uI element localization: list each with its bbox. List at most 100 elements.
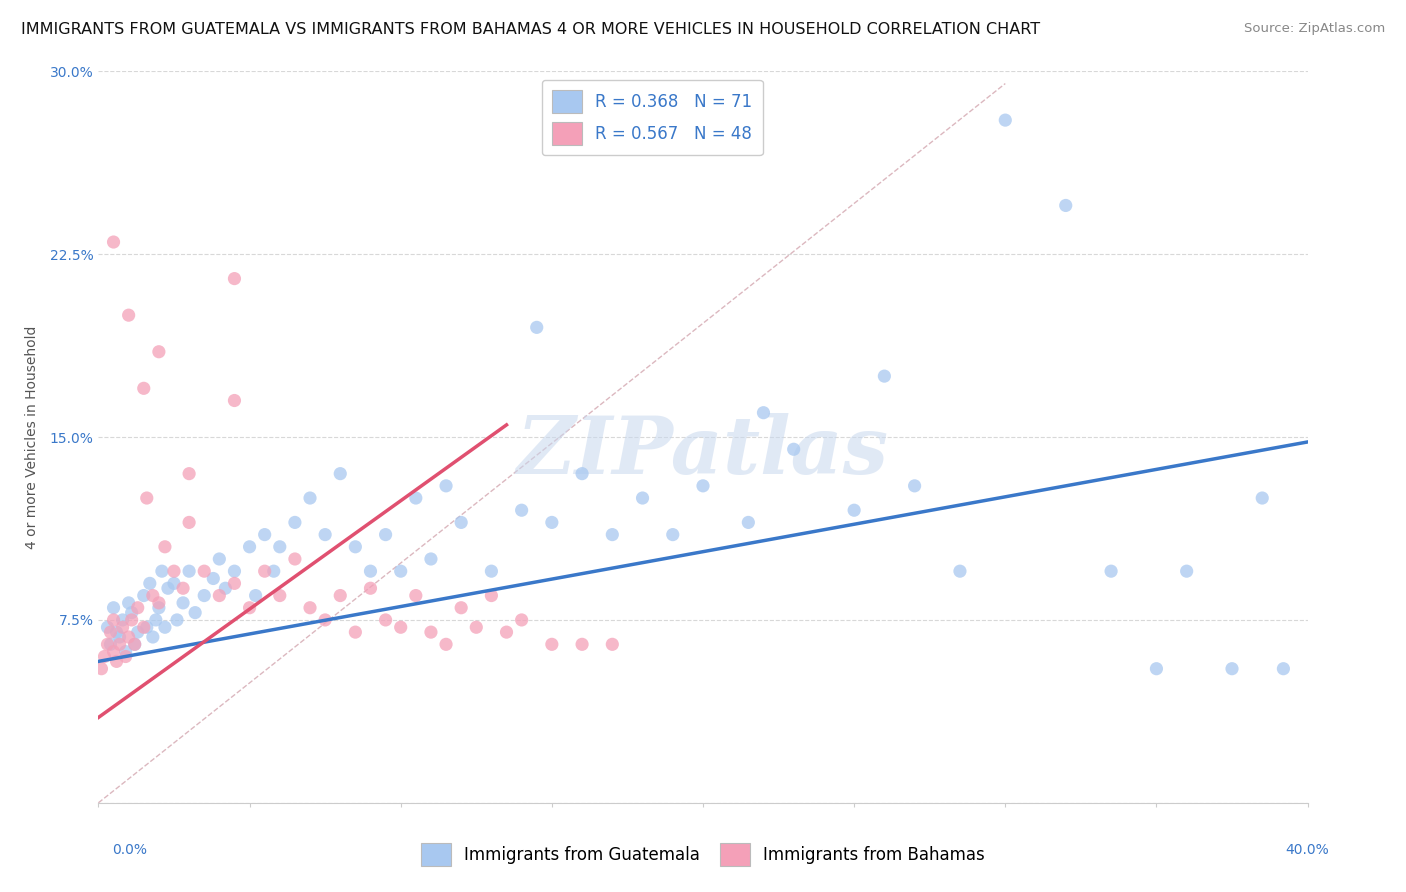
Point xyxy=(299,600,322,615)
Text: 40.0%: 40.0% xyxy=(1285,843,1329,857)
Point xyxy=(904,479,927,493)
Point xyxy=(124,637,146,651)
Point xyxy=(150,564,173,578)
Point xyxy=(1054,198,1077,212)
Point xyxy=(153,540,176,554)
Point xyxy=(263,564,285,578)
Point xyxy=(135,620,157,634)
Point xyxy=(156,581,179,595)
Point xyxy=(100,625,122,640)
Point xyxy=(142,589,165,603)
Point xyxy=(103,613,125,627)
Point xyxy=(111,620,134,634)
Point xyxy=(179,516,201,530)
Point xyxy=(193,564,215,578)
Point xyxy=(132,381,155,395)
Point xyxy=(100,637,122,651)
Point xyxy=(90,662,112,676)
Point xyxy=(314,613,336,627)
Point xyxy=(571,467,593,481)
Point xyxy=(172,581,194,595)
Point xyxy=(132,620,155,634)
Point xyxy=(224,564,246,578)
Point xyxy=(994,113,1017,128)
Point xyxy=(783,442,806,457)
Point xyxy=(405,491,427,505)
Point xyxy=(389,620,412,634)
Point xyxy=(465,620,488,634)
Point xyxy=(360,581,382,595)
Point xyxy=(495,625,517,640)
Point xyxy=(540,516,562,530)
Point xyxy=(344,625,367,640)
Point xyxy=(127,625,149,640)
Point xyxy=(224,576,246,591)
Point xyxy=(1220,662,1243,676)
Point xyxy=(374,613,396,627)
Point xyxy=(224,393,246,408)
Point xyxy=(121,613,143,627)
Point xyxy=(108,630,131,644)
Legend: R = 0.368   N = 71, R = 0.567   N = 48: R = 0.368 N = 71, R = 0.567 N = 48 xyxy=(543,79,762,155)
Point xyxy=(510,503,533,517)
Point xyxy=(96,637,118,651)
Point xyxy=(314,527,336,541)
Point xyxy=(111,613,134,627)
Point xyxy=(571,637,593,651)
Point xyxy=(602,527,624,541)
Point xyxy=(752,406,775,420)
Point xyxy=(118,308,141,322)
Point xyxy=(737,516,759,530)
Point xyxy=(299,491,322,505)
Point xyxy=(1099,564,1122,578)
Point xyxy=(114,649,136,664)
Text: Source: ZipAtlas.com: Source: ZipAtlas.com xyxy=(1244,22,1385,36)
Point xyxy=(214,581,236,595)
Point xyxy=(127,600,149,615)
Point xyxy=(540,637,562,651)
Point xyxy=(145,613,167,627)
Point xyxy=(434,479,457,493)
Point xyxy=(360,564,382,578)
Point xyxy=(253,527,276,541)
Point xyxy=(118,596,141,610)
Point xyxy=(202,572,225,586)
Point xyxy=(224,271,246,285)
Point xyxy=(389,564,412,578)
Point xyxy=(105,625,128,640)
Point xyxy=(166,613,188,627)
Point xyxy=(184,606,207,620)
Point xyxy=(269,589,291,603)
Point xyxy=(114,645,136,659)
Point xyxy=(434,637,457,651)
Point xyxy=(329,589,352,603)
Point xyxy=(96,620,118,634)
Point xyxy=(692,479,714,493)
Point xyxy=(602,637,624,651)
Point xyxy=(153,620,176,634)
Point xyxy=(526,320,548,334)
Point xyxy=(148,596,170,610)
Point xyxy=(139,576,162,591)
Point xyxy=(420,625,443,640)
Point xyxy=(481,564,503,578)
Point xyxy=(510,613,533,627)
Point xyxy=(108,637,131,651)
Point xyxy=(124,637,146,651)
Point xyxy=(1175,564,1198,578)
Point xyxy=(118,630,141,644)
Point xyxy=(142,630,165,644)
Point xyxy=(163,564,186,578)
Point xyxy=(873,369,896,384)
Point xyxy=(103,600,125,615)
Point xyxy=(105,654,128,668)
Point xyxy=(253,564,276,578)
Point xyxy=(344,540,367,554)
Point xyxy=(329,467,352,481)
Point xyxy=(103,235,125,249)
Point xyxy=(239,540,262,554)
Point xyxy=(405,589,427,603)
Point xyxy=(450,516,472,530)
Point xyxy=(179,467,201,481)
Point xyxy=(374,527,396,541)
